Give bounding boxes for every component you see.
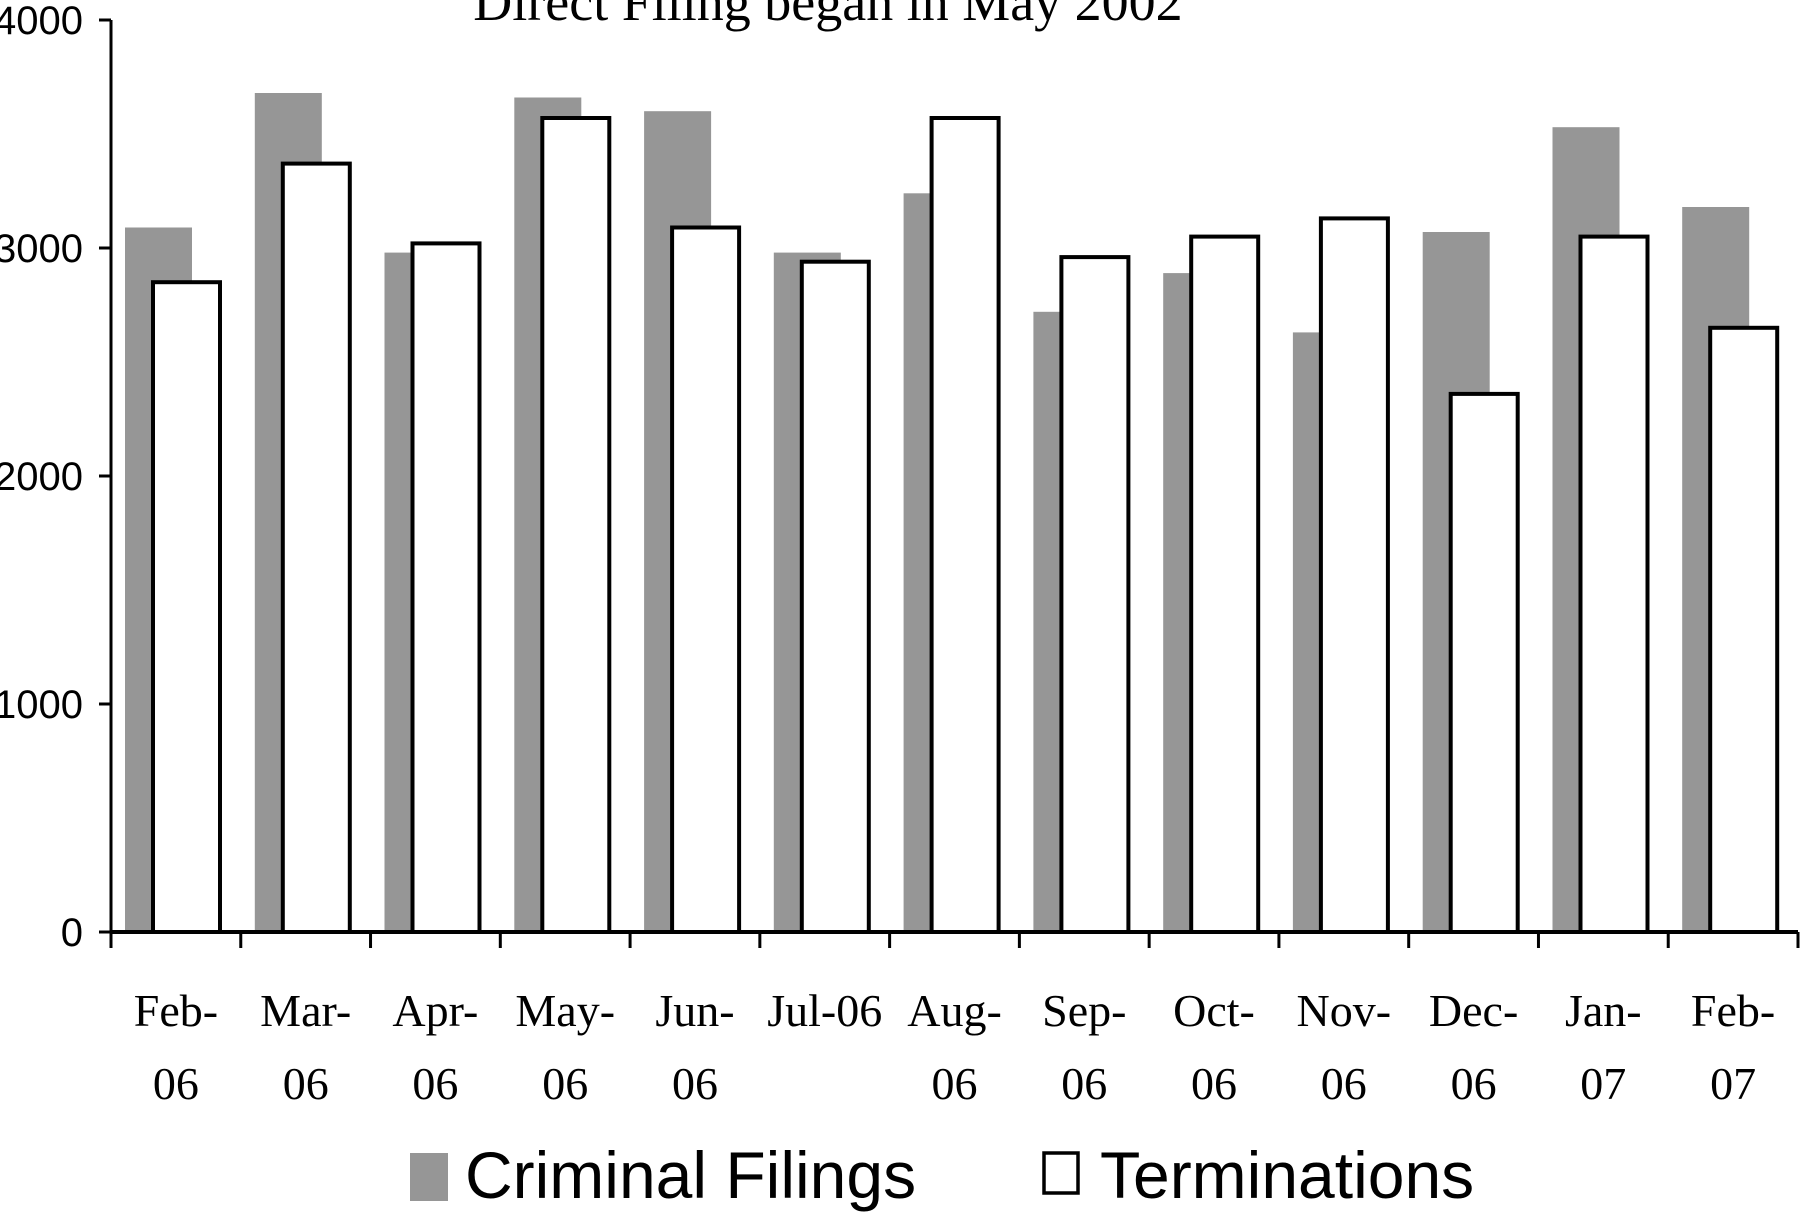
bar-terminations-5	[799, 259, 871, 934]
x-tick-label-8-1: 06	[1191, 1058, 1237, 1109]
y-axis-ticks: 0 1000 2000 3000 4000	[0, 0, 111, 955]
x-tick-label-9-1: 06	[1321, 1058, 1367, 1109]
bar-terminations-0	[151, 280, 222, 934]
chart-title: Direct Filing began in May 2002	[473, 0, 1182, 32]
y-tick-label-2000: 2000	[0, 455, 83, 499]
x-tick-label-1-0: Mar-	[260, 985, 351, 1036]
x-tick-label-2-1: 06	[412, 1058, 458, 1109]
x-tick-label-12-1: 07	[1710, 1058, 1756, 1109]
y-tick-label-3000: 3000	[0, 227, 83, 271]
bars-group	[125, 93, 1780, 935]
legend-label-criminal-filings: Criminal Filings	[465, 1138, 916, 1212]
x-tick-label-9-0: Nov-	[1297, 985, 1392, 1036]
bar-terminations-12	[1708, 325, 1780, 934]
x-tick-label-4-0: Jun-	[655, 985, 734, 1036]
x-tick-label-4-1: 06	[672, 1058, 718, 1109]
x-axis-ticks: Feb- 06 Mar- 06 Apr- 06 May- 06 Jun- 06 Jul-06 Aug-…	[109, 932, 1800, 1109]
x-tick-label-5-0: Jul-06	[767, 985, 882, 1036]
x-tick-label-6-0: Aug-	[907, 985, 1002, 1036]
y-tick-label-0: 0	[61, 911, 83, 955]
x-tick-label-11-0: Jan-	[1565, 985, 1642, 1036]
x-tick-label-11-1: 07	[1580, 1058, 1626, 1109]
bar-terminations-2	[410, 241, 482, 934]
x-tick-label-1-1: 06	[283, 1058, 329, 1109]
x-tick-label-7-0: Sep-	[1042, 985, 1126, 1036]
x-tick-label-10-0: Dec-	[1429, 985, 1518, 1036]
y-tick-label-1000: 1000	[0, 683, 83, 727]
y-tick-label-4000: 4000	[0, 0, 83, 43]
bar-terminations-3	[540, 116, 612, 934]
x-tick-label-3-0: May-	[515, 985, 615, 1036]
x-tick-label-2-0: Apr-	[392, 985, 478, 1036]
legend-swatch-criminal-filings	[410, 1153, 448, 1201]
bar-terminations-11	[1578, 234, 1650, 935]
legend: Criminal Filings Terminations	[410, 1138, 1474, 1212]
x-tick-label-0-0: Feb-	[134, 985, 218, 1036]
x-tick-label-0-1: 06	[153, 1058, 199, 1109]
bar-terminations-6	[929, 116, 1001, 934]
bar-terminations-8	[1189, 234, 1261, 935]
bar-terminations-4	[670, 225, 742, 934]
x-tick-label-3-1: 06	[542, 1058, 588, 1109]
x-tick-label-6-1: 06	[932, 1058, 978, 1109]
x-tick-label-10-1: 06	[1451, 1058, 1497, 1109]
bar-terminations-10	[1448, 391, 1520, 934]
bar-terminations-1	[280, 161, 352, 935]
bar-terminations-9	[1318, 216, 1390, 934]
legend-label-terminations: Terminations	[1100, 1138, 1474, 1212]
x-tick-label-12-0: Feb-	[1691, 985, 1775, 1036]
x-tick-label-7-1: 06	[1061, 1058, 1107, 1109]
x-tick-label-8-0: Oct-	[1173, 985, 1255, 1036]
legend-swatch-terminations	[1042, 1151, 1080, 1195]
bar-terminations-7	[1059, 255, 1131, 935]
